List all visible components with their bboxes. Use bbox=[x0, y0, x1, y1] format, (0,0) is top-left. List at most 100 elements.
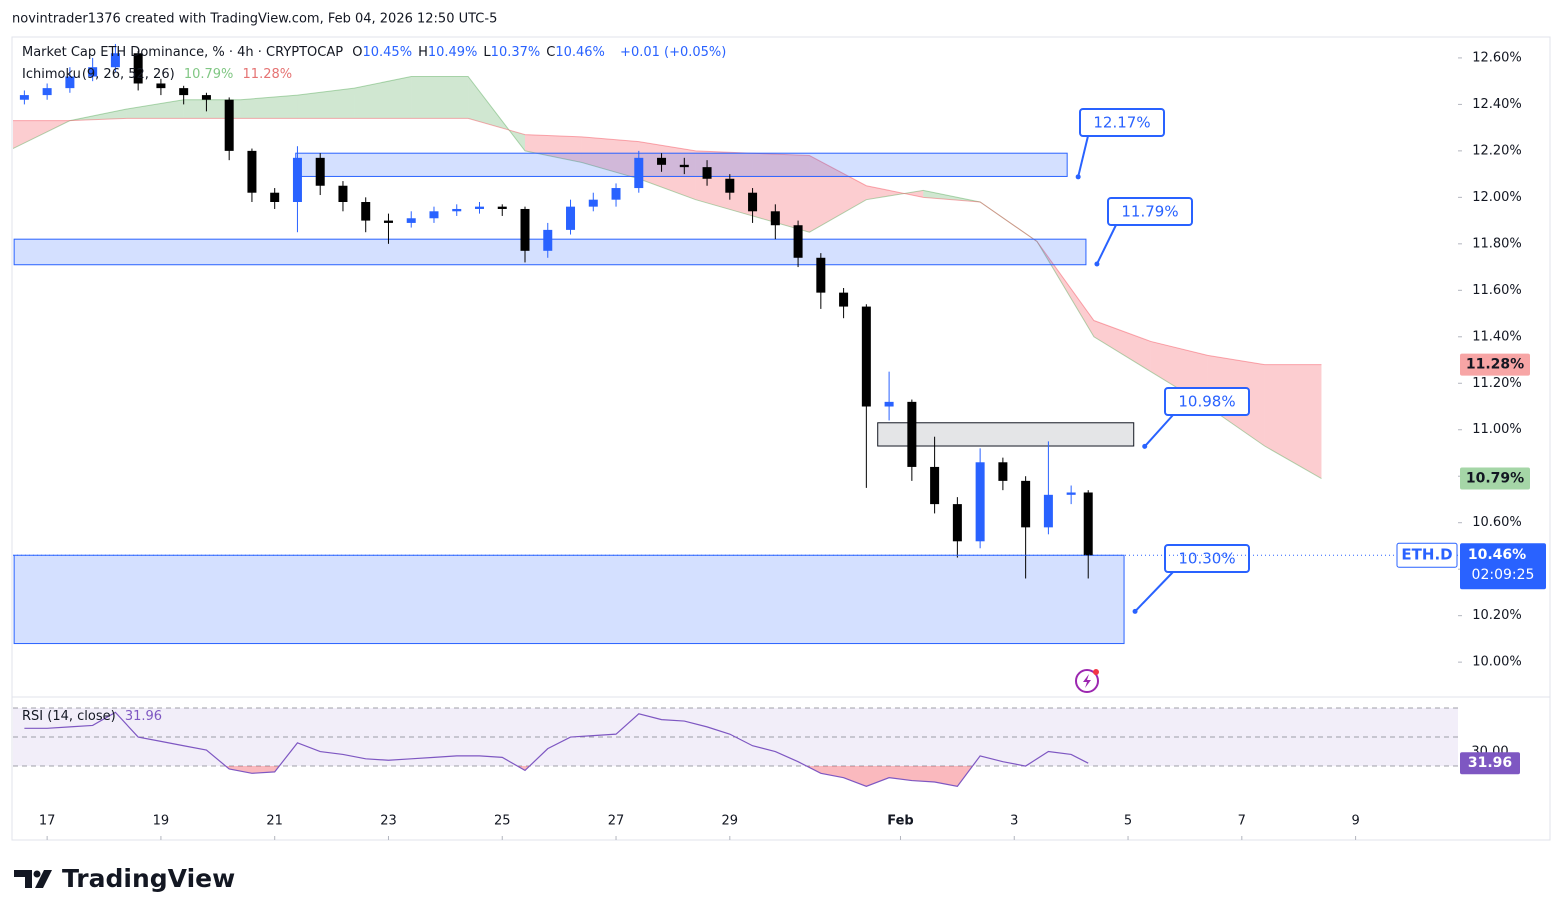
y-tick-label: 12.60% bbox=[1472, 50, 1522, 65]
candle-body bbox=[907, 401, 917, 467]
cloud-segment bbox=[923, 190, 981, 202]
cloud-segment bbox=[809, 155, 867, 233]
callout-box bbox=[1079, 108, 1165, 137]
x-tick-label: 21 bbox=[266, 814, 283, 829]
candle-body bbox=[839, 292, 849, 307]
candle-body bbox=[201, 95, 211, 100]
brand-logo bbox=[14, 870, 52, 888]
rsi-name: RSI (14, close) bbox=[22, 709, 116, 724]
candle-body bbox=[133, 53, 143, 84]
cloud-segment bbox=[638, 141, 696, 200]
symbol-tag: ETH.D bbox=[1401, 546, 1452, 564]
legend-ohlc-value: 10.45% bbox=[362, 45, 413, 60]
ichimoku-b: 11.28% bbox=[242, 67, 293, 82]
candle-body bbox=[406, 218, 416, 223]
cloud-segment bbox=[13, 120, 70, 149]
candle-body bbox=[520, 208, 530, 251]
y-tick-label: 11.20% bbox=[1472, 376, 1522, 391]
candle-body bbox=[156, 83, 166, 89]
candle-body bbox=[110, 53, 120, 68]
candle-body bbox=[861, 306, 871, 407]
cloud-segment bbox=[581, 136, 639, 179]
cloud-segment bbox=[1037, 241, 1094, 337]
candle-body bbox=[725, 178, 735, 193]
x-tick-label: 7 bbox=[1238, 814, 1246, 829]
candle-body bbox=[611, 188, 621, 200]
candle-body bbox=[474, 206, 484, 209]
x-tick-label: 3 bbox=[1010, 814, 1018, 829]
candle-body bbox=[270, 192, 280, 202]
candle-body bbox=[566, 206, 576, 230]
candle-body bbox=[998, 462, 1008, 481]
candle-body bbox=[634, 157, 644, 189]
callout-box bbox=[1164, 387, 1250, 416]
callout-label: 12.17% bbox=[1093, 114, 1150, 132]
candle-body bbox=[884, 401, 894, 407]
cloud-segment bbox=[468, 76, 526, 151]
candle-body bbox=[429, 211, 439, 219]
x-tick-label: Feb bbox=[887, 814, 913, 829]
x-tick-label: 5 bbox=[1124, 814, 1132, 829]
candle-body bbox=[543, 229, 553, 251]
candle-body bbox=[224, 99, 234, 151]
alert-icon[interactable] bbox=[1075, 669, 1099, 693]
candle-body bbox=[452, 208, 462, 212]
close-tag-bg bbox=[1460, 543, 1546, 590]
cloud-segment bbox=[297, 88, 355, 119]
span-a-tag: 10.79% bbox=[1466, 471, 1524, 487]
candle-body bbox=[497, 206, 507, 209]
candle-body bbox=[770, 211, 780, 226]
candle-body bbox=[952, 504, 962, 542]
y-tick-label: 12.20% bbox=[1472, 143, 1522, 158]
plot bbox=[13, 43, 1322, 645]
ichimoku-a: 10.79% bbox=[183, 67, 234, 82]
x-tick-label: 27 bbox=[608, 814, 625, 829]
span-a-tag-bg bbox=[1460, 467, 1530, 490]
candle-body bbox=[88, 67, 98, 77]
credit: novintrader1376 created with TradingView… bbox=[12, 12, 497, 27]
y-tick-label: 11.00% bbox=[1472, 422, 1522, 437]
legend-ichimoku: Ichimoku(9, 26, 52, 26) 10.79% 11.28% bbox=[22, 67, 297, 82]
cloud-segment bbox=[411, 76, 469, 119]
callout-label: 11.79% bbox=[1121, 203, 1178, 221]
rsi-tag-bg bbox=[1460, 752, 1520, 775]
rsi-line bbox=[24, 711, 1089, 788]
y-tick-label: 12.00% bbox=[1472, 190, 1522, 205]
legend-rsi: RSI (14, close) 31.96 bbox=[22, 709, 167, 724]
cloud-segment bbox=[866, 185, 924, 200]
legend-ohlc-value: 10.49% bbox=[427, 45, 478, 60]
callout-box bbox=[1107, 197, 1193, 226]
candle-body bbox=[1083, 492, 1093, 556]
x-tick-label: 29 bbox=[722, 814, 739, 829]
ichimoku-params: (9, 26, 52, 26) bbox=[81, 67, 175, 82]
zone bbox=[13, 554, 1125, 645]
callout-dot bbox=[1142, 443, 1148, 449]
cloud-segment bbox=[69, 109, 127, 121]
legend-ohlc-key: O bbox=[352, 45, 363, 60]
candle-body bbox=[975, 462, 985, 542]
candle-body bbox=[930, 466, 940, 505]
countdown: 02:09:25 bbox=[1472, 567, 1535, 583]
candle-body bbox=[315, 157, 325, 186]
span-b-tag: 11.28% bbox=[1466, 357, 1524, 373]
legend-change: +0.01 (+0.05%) bbox=[620, 45, 727, 60]
y-tick-label: 11.60% bbox=[1472, 283, 1522, 298]
y-tick-label: 11.40% bbox=[1472, 329, 1522, 344]
candle-body bbox=[588, 199, 598, 207]
callout-dot bbox=[1094, 261, 1100, 267]
candle-body bbox=[65, 76, 75, 89]
rsi-value: 31.96 bbox=[124, 709, 163, 724]
y-tick-label: 10.20% bbox=[1472, 608, 1522, 623]
cloud-segment bbox=[1264, 364, 1322, 479]
cloud-segment bbox=[1093, 320, 1151, 372]
callout-label: 10.98% bbox=[1178, 393, 1235, 411]
candle-body bbox=[1066, 492, 1076, 495]
frame bbox=[11, 36, 1551, 841]
y-tick-label: 10.00% bbox=[1472, 655, 1522, 670]
candle-body bbox=[338, 185, 348, 202]
candle-body bbox=[247, 150, 257, 193]
callout-box bbox=[1164, 544, 1250, 573]
legend-main: Market Cap ETH Dominance, % · 4h · CRYPT… bbox=[22, 45, 731, 60]
